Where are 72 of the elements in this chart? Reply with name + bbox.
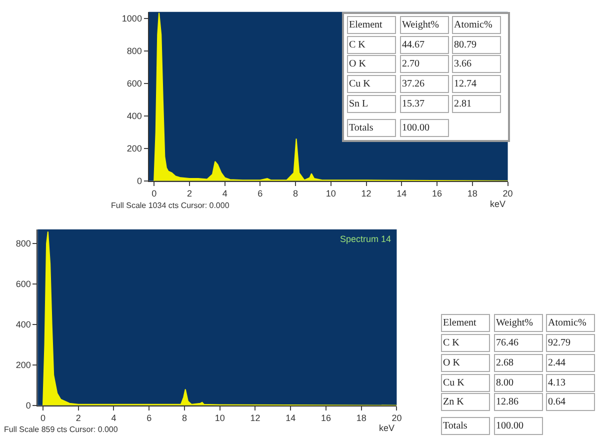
- x-tick-label: 8: [293, 188, 298, 199]
- x-tick-label: 14: [286, 413, 296, 424]
- annotation: Weight%: [402, 20, 439, 30]
- x-axis-title: keV: [490, 199, 506, 209]
- text: Element: [443, 318, 477, 328]
- annotation: O K: [349, 58, 367, 70]
- x-tick-label: 16: [320, 413, 331, 424]
- annotation: Sn L: [349, 98, 368, 110]
- y-tick-label: 200: [16, 360, 31, 370]
- text: Atomic%: [548, 318, 586, 328]
- text: Totals: [443, 420, 468, 432]
- annotation: 12.74: [454, 78, 476, 90]
- annotation: 100.00: [402, 122, 430, 134]
- x-tick-label: 20: [392, 413, 402, 424]
- y-tick-label: 800: [126, 46, 142, 56]
- text: Spectrum 14: [340, 234, 392, 244]
- text: 76.46: [496, 338, 518, 348]
- x-tick-label: 18: [356, 413, 366, 424]
- x-tick-label: 14: [396, 188, 407, 199]
- x-tick-label: 2: [76, 413, 81, 424]
- x-tick-label: 4: [111, 413, 116, 424]
- text: Cu K: [443, 378, 466, 388]
- x-tick-label: 12: [250, 413, 260, 424]
- text: 12.86: [496, 396, 518, 408]
- annotation: Totals: [349, 122, 374, 134]
- x-tick-label: 6: [146, 413, 152, 424]
- text: Weight%: [496, 318, 533, 328]
- text: 8.00: [496, 378, 514, 388]
- x-axis-title: keV: [379, 423, 395, 433]
- text: 4.13: [548, 378, 566, 388]
- annotation: C K: [349, 40, 366, 50]
- annotation: Atomic%: [454, 20, 492, 30]
- text: 100.00: [496, 420, 524, 432]
- text: 0.64: [548, 396, 566, 408]
- annotation: 15.37: [402, 98, 424, 110]
- text: Full Scale 1034 cts Cursor: 0.000: [111, 201, 230, 210]
- x-tick-label: 6: [258, 188, 263, 199]
- text: O K: [443, 358, 461, 368]
- y-tick-label: 400: [16, 320, 31, 330]
- text: 2.44: [548, 358, 566, 368]
- x-tick-label: 10: [214, 413, 225, 424]
- x-tick-label: 10: [326, 188, 336, 199]
- annotation: 37.26: [402, 78, 424, 90]
- x-tick-label: 20: [502, 188, 513, 199]
- x-tick-label: 0: [152, 188, 157, 199]
- x-tick-label: 8: [182, 413, 187, 424]
- text: C K: [443, 338, 460, 348]
- y-tick-label: 200: [126, 144, 142, 154]
- x-tick-label: 16: [432, 188, 442, 199]
- x-tick-label: 2: [186, 188, 192, 199]
- y-tick-label: 400: [126, 111, 142, 122]
- annotation: 80.79: [454, 40, 476, 50]
- text: Zn K: [443, 396, 465, 408]
- annotation: Cu K: [349, 78, 372, 90]
- text: 92.79: [548, 338, 570, 348]
- annotation: Element: [349, 20, 383, 30]
- x-tick-label: 18: [467, 188, 478, 199]
- annotation: 44.67: [402, 40, 424, 50]
- annotation: 2.70: [402, 58, 420, 70]
- annotation: 3.66: [454, 58, 472, 70]
- y-tick-label: 600: [16, 279, 31, 290]
- x-tick-label: 12: [361, 188, 372, 199]
- text: Full Scale 859 cts Cursor: 0.000: [4, 425, 118, 434]
- annotation: 2.81: [454, 98, 472, 110]
- y-tick-label: 0: [26, 400, 31, 411]
- x-tick-label: 0: [40, 413, 46, 424]
- y-tick-label: 800: [16, 238, 31, 249]
- y-tick-label: 1000: [122, 14, 142, 24]
- y-tick-label: 0: [136, 176, 142, 186]
- x-tick-label: 4: [222, 188, 228, 199]
- y-tick-label: 600: [126, 78, 142, 89]
- text: 2.68: [496, 358, 514, 368]
